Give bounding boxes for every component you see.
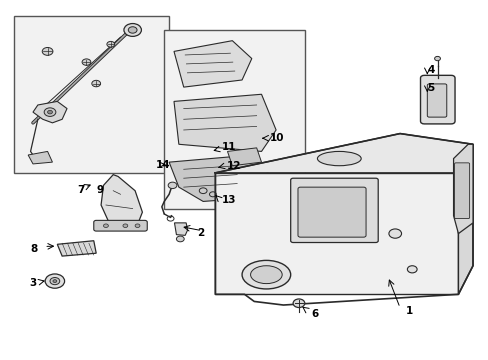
FancyBboxPatch shape bbox=[454, 163, 468, 219]
Ellipse shape bbox=[250, 266, 282, 284]
Ellipse shape bbox=[242, 260, 290, 289]
Circle shape bbox=[107, 41, 115, 47]
Circle shape bbox=[123, 23, 141, 36]
Circle shape bbox=[103, 224, 108, 228]
Circle shape bbox=[388, 229, 401, 238]
Polygon shape bbox=[169, 155, 271, 202]
Polygon shape bbox=[174, 223, 187, 235]
Polygon shape bbox=[174, 41, 251, 87]
Circle shape bbox=[42, 48, 53, 55]
Circle shape bbox=[50, 278, 60, 285]
Polygon shape bbox=[458, 144, 472, 294]
Text: 7: 7 bbox=[77, 185, 84, 195]
Circle shape bbox=[47, 111, 52, 114]
Polygon shape bbox=[453, 144, 472, 234]
Circle shape bbox=[44, 108, 56, 116]
Circle shape bbox=[292, 299, 304, 307]
Circle shape bbox=[168, 182, 177, 189]
Circle shape bbox=[199, 188, 206, 194]
FancyBboxPatch shape bbox=[290, 178, 377, 243]
Text: 11: 11 bbox=[222, 143, 236, 153]
Text: 13: 13 bbox=[222, 195, 236, 205]
Circle shape bbox=[407, 266, 416, 273]
FancyBboxPatch shape bbox=[420, 75, 454, 124]
Circle shape bbox=[434, 57, 440, 61]
Circle shape bbox=[128, 27, 137, 33]
Polygon shape bbox=[33, 102, 67, 123]
Circle shape bbox=[122, 224, 127, 228]
FancyBboxPatch shape bbox=[427, 84, 446, 117]
Circle shape bbox=[45, 274, 64, 288]
Polygon shape bbox=[215, 134, 472, 173]
Text: 6: 6 bbox=[311, 309, 318, 319]
Bar bbox=[14, 16, 169, 173]
Text: 8: 8 bbox=[30, 244, 38, 253]
Circle shape bbox=[176, 236, 184, 242]
Polygon shape bbox=[28, 152, 52, 164]
Circle shape bbox=[82, 59, 91, 65]
Text: 3: 3 bbox=[30, 278, 37, 288]
Text: 5: 5 bbox=[427, 83, 434, 93]
Polygon shape bbox=[215, 173, 458, 294]
Text: 4: 4 bbox=[427, 65, 434, 75]
FancyBboxPatch shape bbox=[297, 187, 366, 237]
Polygon shape bbox=[174, 94, 276, 152]
Text: 2: 2 bbox=[197, 228, 203, 238]
Polygon shape bbox=[227, 148, 261, 166]
Circle shape bbox=[53, 280, 57, 283]
Polygon shape bbox=[57, 241, 96, 256]
Ellipse shape bbox=[317, 152, 361, 166]
Text: 1: 1 bbox=[405, 306, 412, 316]
Polygon shape bbox=[101, 175, 142, 226]
Text: 9: 9 bbox=[97, 185, 103, 195]
FancyBboxPatch shape bbox=[94, 220, 147, 231]
Circle shape bbox=[135, 224, 140, 228]
Text: 10: 10 bbox=[270, 133, 284, 143]
Bar bbox=[164, 30, 305, 208]
Text: 14: 14 bbox=[155, 159, 170, 170]
Circle shape bbox=[92, 80, 101, 87]
Text: 12: 12 bbox=[226, 161, 241, 171]
